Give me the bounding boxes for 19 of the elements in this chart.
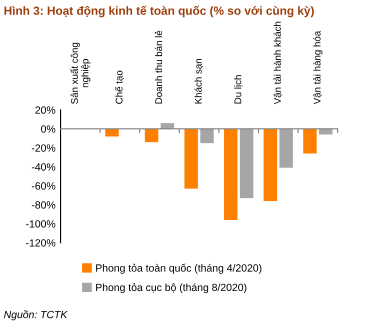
- y-tick-label: -40%: [32, 163, 56, 171]
- x-tick-label: Khách sạn: [194, 59, 204, 104]
- x-tick-label: Sản xuất công nghiệp: [70, 42, 90, 104]
- text: Nguồn: TCTK: [4, 310, 68, 320]
- x-tick-label: Vận tải hàng hóa: [313, 30, 322, 104]
- y-tick-label: 20%: [35, 106, 56, 114]
- chart-title: Hình 3: Hoạt động kinh tế toàn quốc (% so với cùng kỳ): [4, 6, 314, 18]
- y-tick-label: -100%: [26, 220, 56, 228]
- x-tick-label: Chế tạo: [114, 70, 124, 104]
- y-tick-label: -80%: [32, 201, 56, 209]
- legend-label: Phong tỏa toàn quốc (tháng 4/2020): [96, 264, 262, 274]
- y-tick-label: -60%: [32, 182, 56, 190]
- y-tick-label: 0%: [41, 125, 56, 133]
- x-tick-label: Vận tải hành khách: [274, 22, 282, 104]
- x-tick-label: Doanh thu bán lẻ: [154, 30, 162, 104]
- legend-label: Phong tỏa cục bộ (tháng 8/2020): [96, 283, 246, 294]
- y-tick-label: -20%: [32, 144, 56, 152]
- y-tick-label: -120%: [26, 239, 56, 247]
- x-tick-label: Du lịch: [234, 75, 243, 104]
